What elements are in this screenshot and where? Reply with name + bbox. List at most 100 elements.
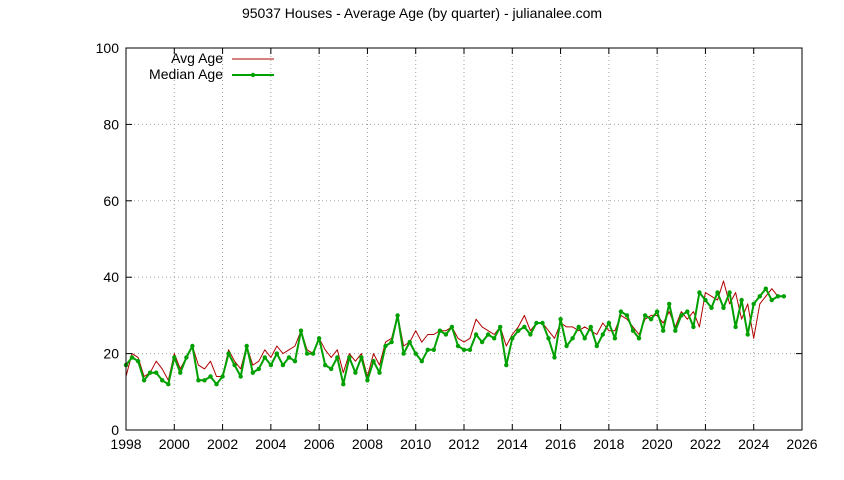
data-point-median-age [654,309,660,314]
data-point-median-age [395,313,400,318]
data-point-median-age [504,362,509,368]
data-point-median-age [516,328,521,333]
data-point-median-age [703,297,708,303]
series-line-median-age [125,287,784,386]
y-tick-label: 80 [103,116,119,132]
data-point-median-age [184,355,189,360]
x-tick-label: 1998 [110,436,141,452]
data-point-median-age [377,370,382,375]
data-point-median-age [697,290,702,295]
y-tick-label: 100 [96,40,120,56]
data-point-median-age [781,294,787,299]
data-point-median-age [268,362,274,368]
data-point-median-age [492,336,497,341]
data-point-median-age [341,382,346,387]
data-point-median-age [190,343,195,349]
data-point-median-age [673,328,678,333]
data-point-median-age [208,374,213,379]
data-point-median-age [196,378,201,383]
y-tick-label: 0 [111,422,119,438]
chart-title: 95037 Houses - Average Age (by quarter) … [242,5,602,21]
grid-lines [125,47,803,431]
data-point-median-age [479,339,485,345]
data-point-median-age [709,305,714,310]
data-point-median-age [383,343,388,349]
legend-label-median-age: Median Age [149,66,223,82]
data-point-median-age [443,332,449,337]
series-layer [123,280,787,387]
data-point-median-age [365,378,370,383]
data-point-median-age [425,347,430,352]
data-point-median-age [359,355,364,360]
data-point-median-age [540,320,545,326]
x-tick-label: 2020 [642,436,673,452]
data-point-median-age [214,382,219,387]
data-point-median-age [751,301,756,307]
data-point-median-age [274,351,280,356]
data-point-median-age [467,347,473,352]
y-tick-label: 60 [103,193,119,209]
data-point-median-age [401,351,406,356]
data-point-median-age [154,370,159,375]
data-point-median-age [576,324,581,330]
data-point-median-age [166,382,171,387]
data-point-median-age [528,332,533,337]
data-point-median-age [232,362,237,368]
x-tick-label: 2006 [304,436,335,452]
data-point-median-age [582,336,587,341]
data-point-median-age [588,324,593,330]
data-point-median-age [606,320,612,326]
data-point-median-age [745,332,750,337]
data-point-median-age [353,370,358,375]
data-point-median-age [498,324,503,330]
data-point-median-age [727,290,732,295]
data-point-median-age [624,313,630,318]
data-point-median-age [437,328,443,333]
data-point-median-age [679,313,684,318]
data-point-median-age [238,374,243,379]
data-point-median-age [564,343,569,349]
data-point-median-age [618,309,624,314]
data-point-median-age [413,351,418,356]
data-point-median-age [691,324,696,330]
data-point-median-age [316,336,322,341]
data-point-median-age [473,332,479,337]
data-point-median-age [329,366,334,372]
data-point-median-age [612,336,618,341]
data-point-median-age [510,336,515,341]
data-point-median-age [262,355,267,360]
x-tick-label: 2026 [786,436,817,452]
data-point-median-age [172,355,177,360]
x-tick-label: 2000 [159,436,190,452]
data-point-median-age [661,328,666,333]
data-point-median-age [431,347,436,352]
data-point-median-age [667,301,672,307]
data-point-median-age [570,336,575,341]
data-point-median-age [739,297,744,303]
data-point-median-age [636,336,642,341]
y-tick-label: 20 [103,346,119,362]
data-point-median-age [733,324,738,330]
data-point-median-age [534,320,539,326]
data-point-median-age [129,355,135,360]
data-point-median-age [202,378,207,383]
data-point-median-age [280,362,286,368]
x-tick-label: 2024 [738,436,769,452]
data-point-median-age [147,370,153,375]
x-tick-label: 2008 [352,436,383,452]
data-point-median-age [558,317,563,322]
data-point-median-age [763,286,768,291]
data-point-median-age [522,324,527,330]
data-point-median-age [600,332,605,337]
legend-label-avg-age: Avg Age [171,50,223,66]
x-tick-label: 2014 [497,436,528,452]
x-tick-label: 2016 [545,436,576,452]
data-point-median-age [721,305,726,310]
data-point-median-age [135,359,141,364]
data-point-median-age [461,347,467,352]
data-point-median-age [419,359,424,364]
data-point-median-age [286,355,292,360]
legend: Avg Age Median Age [149,50,274,82]
data-point-median-age [160,378,165,383]
